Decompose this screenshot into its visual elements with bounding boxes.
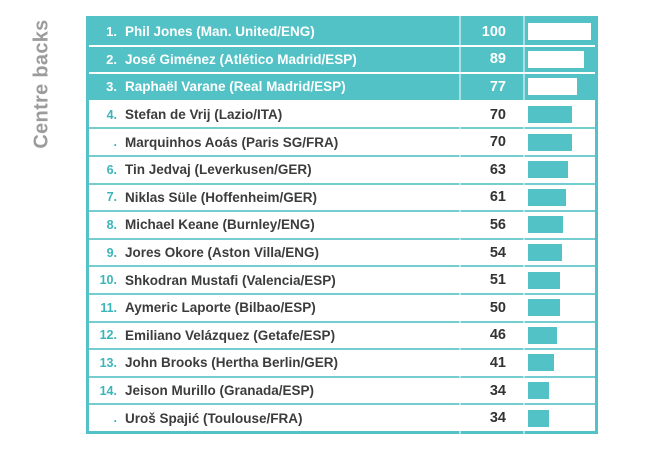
score-bar <box>528 299 560 317</box>
table-row: 10. Shkodran Mustafi (Valencia/ESP) 51 <box>89 265 595 293</box>
player-name: Phil Jones (Man. United/ENG) <box>125 24 315 40</box>
ranking-table: 1. Phil Jones (Man. United/ENG) 100 2. J… <box>86 16 598 434</box>
player-name: José Giménez (Atlético Madrid/ESP) <box>125 51 357 67</box>
table-row: 13. John Brooks (Hertha Berlin/GER) 41 <box>89 348 595 376</box>
table-row: 3. Raphaël Varane (Real Madrid/ESP) 77 <box>89 72 595 100</box>
score-bar <box>528 106 572 124</box>
rank-label: 3. <box>106 79 117 95</box>
bar-cell <box>528 50 595 68</box>
player-name: Michael Keane (Burnley/ENG) <box>125 217 315 233</box>
bar-cell <box>528 106 595 124</box>
score-value: 46 <box>489 327 506 344</box>
table-row: 2. José Giménez (Atlético Madrid/ESP) 89 <box>89 44 595 73</box>
score-value: 61 <box>489 189 506 206</box>
score-bar <box>528 409 549 427</box>
score-bar <box>528 271 560 289</box>
score-bar <box>528 23 591 41</box>
bar-cell <box>528 133 595 151</box>
bar-cell <box>528 271 595 289</box>
bar-cell <box>528 354 595 372</box>
rank-label: 14. <box>99 383 117 398</box>
bar-cell <box>528 409 595 427</box>
player-name: Raphaël Varane (Real Madrid/ESP) <box>125 79 346 95</box>
score-value: 63 <box>489 161 506 178</box>
score-value: 34 <box>489 410 506 427</box>
rank-label: . <box>113 411 117 426</box>
rank-label: 10. <box>99 273 117 288</box>
rank-label: 9. <box>106 245 117 260</box>
rank-label: 11. <box>100 300 117 315</box>
rank-label: 13. <box>99 355 117 370</box>
score-bar <box>528 216 563 234</box>
rank-label: 6. <box>106 162 117 177</box>
score-value: 70 <box>489 106 506 123</box>
player-name: Uroš Spajić (Toulouse/FRA) <box>125 410 303 426</box>
table-row: 11. Aymeric Laporte (Bilbao/ESP) 50 <box>89 292 595 321</box>
score-value: 41 <box>489 354 506 371</box>
score-value: 54 <box>489 244 506 261</box>
player-name: Stefan de Vrij (Lazio/ITA) <box>125 107 283 123</box>
player-name: Aymeric Laporte (Bilbao/ESP) <box>125 300 316 316</box>
bar-cell <box>528 326 595 344</box>
table-row: 8. Michael Keane (Burnley/ENG) 56 <box>89 210 595 238</box>
table-row: . Uroš Spajić (Toulouse/FRA) 34 <box>89 403 595 431</box>
player-name: Niklas Süle (Hoffenheim/GER) <box>125 189 318 205</box>
table-row: 7. Niklas Süle (Hoffenheim/GER) 61 <box>89 182 595 211</box>
score-bar <box>528 78 577 96</box>
table-row: 9. Jores Okore (Aston Villa/ENG) 54 <box>89 237 595 266</box>
table-row: 6. Tin Jedvaj (Leverkusen/GER) 63 <box>89 154 595 183</box>
rank-label: 4. <box>106 107 117 122</box>
rank-label: 8. <box>106 217 117 232</box>
score-value: 50 <box>489 299 506 316</box>
bar-cell <box>528 78 595 96</box>
score-bar <box>528 244 562 262</box>
bar-cell <box>528 216 595 234</box>
rank-label: . <box>113 135 117 150</box>
score-value: 89 <box>489 51 506 68</box>
player-name: Marquinhos Aoás (Paris SG/FRA) <box>125 134 339 150</box>
player-name: Emiliano Velázquez (Getafe/ESP) <box>125 327 336 343</box>
section-label: Centre backs <box>30 19 53 149</box>
score-bar <box>528 354 554 372</box>
score-bar <box>528 326 557 344</box>
bar-cell <box>528 244 595 262</box>
table-row: 4. Stefan de Vrij (Lazio/ITA) 70 <box>89 99 595 128</box>
table-row: . Marquinhos Aoás (Paris SG/FRA) 70 <box>89 127 595 155</box>
table-row: 1. Phil Jones (Man. United/ENG) 100 <box>89 19 595 45</box>
score-value: 51 <box>489 272 506 289</box>
score-value: 100 <box>481 23 506 40</box>
player-name: Shkodran Mustafi (Valencia/ESP) <box>125 272 336 288</box>
player-name: Tin Jedvaj (Leverkusen/GER) <box>125 162 312 178</box>
bar-cell <box>528 188 595 206</box>
bar-cell <box>528 23 595 41</box>
rank-label: 1. <box>106 24 117 40</box>
score-bar <box>528 133 572 151</box>
score-bar <box>528 161 568 179</box>
player-name: Jores Okore (Aston Villa/ENG) <box>125 245 320 261</box>
bar-cell <box>528 299 595 317</box>
table-row: 12. Emiliano Velázquez (Getafe/ESP) 46 <box>89 320 595 349</box>
bar-cell <box>528 161 595 179</box>
score-bar <box>528 188 566 206</box>
rank-label: 7. <box>106 190 117 205</box>
score-bar <box>528 50 584 68</box>
bar-cell <box>528 382 595 400</box>
score-value: 77 <box>489 78 506 95</box>
score-value: 34 <box>489 382 506 399</box>
player-name: John Brooks (Hertha Berlin/GER) <box>125 355 339 371</box>
score-value: 70 <box>489 134 506 151</box>
score-value: 56 <box>489 216 506 233</box>
rank-label: 12. <box>99 328 117 343</box>
table-row: 14. Jeison Murillo (Granada/ESP) 34 <box>89 375 595 404</box>
score-bar <box>528 382 549 400</box>
rank-label: 2. <box>106 51 117 67</box>
player-name: Jeison Murillo (Granada/ESP) <box>125 383 315 399</box>
